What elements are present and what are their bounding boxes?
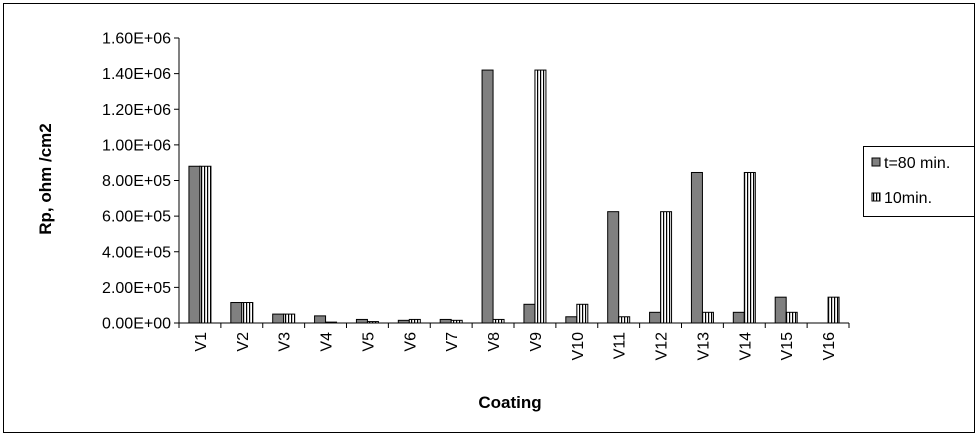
x-tick-label-v7: V7 xyxy=(444,332,461,352)
bar-series-1-v9 xyxy=(523,303,536,324)
x-tick-label-v2: V2 xyxy=(235,332,252,352)
y-tick-label: 1.60E+06 xyxy=(102,31,171,48)
x-tick-label-v5: V5 xyxy=(360,332,377,352)
legend-swatch-series-1 xyxy=(871,157,881,167)
x-tick-label-v8: V8 xyxy=(486,332,503,352)
bar-series-1-v7 xyxy=(439,318,452,324)
bar-series-2-v14 xyxy=(743,171,756,324)
bar-series-2-v16 xyxy=(827,296,840,324)
bar-series-1-v8 xyxy=(481,69,494,324)
bar-series-1-v2 xyxy=(230,302,243,324)
y-tick-label: 6.00E+05 xyxy=(102,209,171,226)
bar-series-2-v11 xyxy=(618,316,631,324)
bar-series-2-v15 xyxy=(785,311,798,324)
x-tick-label-v13: V13 xyxy=(695,332,712,361)
bar-series-1-v12 xyxy=(649,311,662,324)
y-tick-label: 1.20E+06 xyxy=(102,102,171,119)
x-tick-label-v6: V6 xyxy=(402,332,419,352)
x-axis-title: Coating xyxy=(478,393,541,412)
bar-series-1-v1 xyxy=(188,165,201,324)
bar-series-1-v11 xyxy=(607,211,620,324)
y-tick-label: 8.00E+05 xyxy=(102,173,171,190)
x-tick-label-v1: V1 xyxy=(193,332,210,352)
bar-series-2-v9 xyxy=(534,69,547,324)
y-axis-title: Rp, ohm /cm2 xyxy=(36,123,55,234)
x-tick-label-v11: V11 xyxy=(612,332,629,359)
y-tick-label: 0.00E+00 xyxy=(102,316,171,333)
bar-series-1-v3 xyxy=(272,313,285,324)
bar-series-2-v6 xyxy=(408,318,421,324)
bar-series-2-v13 xyxy=(701,311,714,324)
x-tick-label-v15: V15 xyxy=(779,332,796,361)
y-tick-label: 2.00E+05 xyxy=(102,280,171,297)
bar-series-2-v1 xyxy=(199,165,212,324)
x-tick-label-v9: V9 xyxy=(528,332,545,352)
bar-series-2-v8 xyxy=(492,318,505,324)
x-tick-label-v3: V3 xyxy=(277,332,294,352)
bar-series-2-v12 xyxy=(660,211,673,324)
legend-label-series-1: t=80 min. xyxy=(884,155,950,172)
legend: t=80 min. 10min. xyxy=(863,146,975,217)
x-tick-label-v16: V16 xyxy=(821,332,838,361)
bar-series-1-v15 xyxy=(774,296,787,324)
legend-swatch-series-2 xyxy=(871,192,881,202)
bar-series-2-v10 xyxy=(576,303,589,324)
x-tick-label-v12: V12 xyxy=(654,332,671,361)
x-tick-label-v4: V4 xyxy=(319,332,336,352)
bar-series-1-v4 xyxy=(314,315,327,324)
bar-series-1-v14 xyxy=(732,311,745,324)
x-tick-label-v10: V10 xyxy=(570,332,587,361)
bar-series-2-v3 xyxy=(283,313,296,324)
legend-box xyxy=(863,146,975,217)
legend-label-series-2: 10min. xyxy=(884,190,932,207)
y-tick-label: 4.00E+05 xyxy=(102,244,171,261)
y-tick-label: 1.00E+06 xyxy=(102,137,171,154)
x-tick-label-v14: V14 xyxy=(737,332,754,361)
bar-series-1-v13 xyxy=(690,171,703,324)
bar-series-1-v10 xyxy=(565,316,578,324)
y-tick-label: 1.40E+06 xyxy=(102,66,171,83)
bar-series-2-v2 xyxy=(241,302,254,324)
bar-series-1-v5 xyxy=(355,318,368,324)
